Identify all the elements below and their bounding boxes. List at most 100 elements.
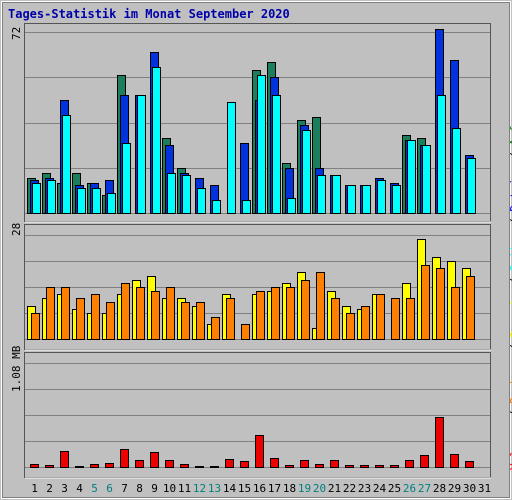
day-label-14: 14 (222, 482, 237, 495)
day-label-1: 1 (31, 482, 38, 495)
middle-bar-rechner-day-2 (46, 287, 55, 340)
day-label-9: 9 (151, 482, 158, 495)
middle-bar-rechner-day-9 (151, 291, 160, 340)
day-label-2: 2 (46, 482, 53, 495)
middle-bar-rechner-day-8 (136, 287, 145, 340)
bottom-bar-volumen-day-16 (255, 435, 264, 468)
bottom-bar-volumen-day-13 (210, 466, 219, 468)
day-label-5: 5 (91, 482, 98, 495)
vertical-legend: Volumen / Rechner / Besuche / Seiten / D… (508, 92, 512, 470)
chart-title: Tages-Statistik im Monat September 2020 (8, 7, 290, 21)
middle-bar-rechner-day-15 (241, 324, 250, 340)
top-bar-seiten-day-29 (452, 128, 461, 214)
bottom-bar-volumen-day-26 (405, 460, 414, 468)
middle-panel-ymax-label: 28 (10, 222, 23, 236)
middle-bar-rechner-day-10 (166, 287, 175, 340)
top-panel-ymax-label: 72 (10, 26, 23, 40)
day-label-31: 31 (477, 482, 492, 495)
day-label-29: 29 (447, 482, 462, 495)
bottom-bar-volumen-day-25 (390, 465, 399, 468)
day-label-28: 28 (432, 482, 447, 495)
middle-bar-rechner-day-21 (331, 298, 340, 340)
day-label-6: 6 (106, 482, 113, 495)
bottom-bar-volumen-day-20 (315, 464, 324, 468)
top-bar-seiten-day-16 (257, 75, 266, 214)
legend-separator: / (508, 404, 512, 424)
bottom-bar-volumen-day-7 (120, 449, 129, 468)
top-bar-seiten-day-1 (32, 183, 41, 214)
bottom-bar-volumen-day-18 (285, 465, 294, 468)
middle-bar-rechner-day-5 (91, 294, 100, 340)
top-bar-seiten-day-13 (212, 200, 221, 214)
day-label-27: 27 (417, 482, 432, 495)
bottom-bar-volumen-day-24 (375, 465, 384, 468)
top-bar-seiten-day-4 (77, 188, 86, 214)
legend-entry-volumen: Volumen (508, 423, 512, 470)
top-bar-seiten-day-3 (62, 115, 71, 214)
day-label-8: 8 (136, 482, 143, 495)
middle-bar-rechner-day-13 (211, 317, 220, 340)
bottom-bar-volumen-day-22 (345, 465, 354, 468)
bottom-bar-volumen-day-11 (180, 464, 189, 468)
bottom-bar-volumen-day-5 (90, 464, 99, 468)
bottom-bar-volumen-day-19 (300, 460, 309, 468)
middle-bar-rechner-day-11 (181, 302, 190, 340)
bottom-bar-volumen-day-9 (150, 452, 159, 468)
middle-bar-rechner-day-4 (76, 298, 85, 340)
middle-bar-rechner-day-18 (286, 287, 295, 340)
middle-bar-rechner-day-26 (406, 298, 415, 340)
middle-bar-rechner-day-17 (271, 287, 280, 340)
day-label-21: 21 (327, 482, 342, 495)
top-bar-seiten-day-14 (227, 102, 236, 214)
middle-bar-rechner-day-25 (391, 298, 400, 340)
top-bar-seiten-day-18 (287, 198, 296, 214)
middle-bar-rechner-day-27 (421, 265, 430, 340)
top-bar-seiten-day-30 (467, 158, 476, 214)
day-label-15: 15 (237, 482, 252, 495)
day-label-17: 17 (267, 482, 282, 495)
day-label-11: 11 (177, 482, 192, 495)
top-bar-seiten-day-5 (92, 188, 101, 214)
top-bar-seiten-day-28 (437, 95, 446, 214)
day-label-18: 18 (282, 482, 297, 495)
day-label-22: 22 (342, 482, 357, 495)
legend-entry-dateien: Dateien (508, 165, 512, 212)
bottom-bar-volumen-day-14 (225, 459, 234, 468)
middle-bar-rechner-day-24 (376, 294, 385, 340)
middle-bar-rechner-day-1 (31, 313, 40, 340)
day-label-16: 16 (252, 482, 267, 495)
legend-entry-seiten: Seiten (508, 231, 512, 272)
top-bar-seiten-day-12 (197, 188, 206, 214)
day-label-3: 3 (61, 482, 68, 495)
top-bar-seiten-day-25 (392, 185, 401, 214)
middle-bar-rechner-day-3 (61, 287, 70, 340)
bottom-bar-volumen-day-21 (330, 460, 339, 468)
middle-bar-rechner-day-30 (466, 276, 475, 340)
day-label-24: 24 (372, 482, 387, 495)
day-label-30: 30 (462, 482, 477, 495)
top-bar-seiten-day-2 (47, 180, 56, 214)
top-bar-seiten-day-7 (122, 143, 131, 214)
bottom-bar-volumen-day-6 (105, 463, 114, 468)
middle-bar-rechner-day-19 (301, 280, 310, 340)
top-bar-seiten-day-26 (407, 140, 416, 214)
middle-bar-rechner-day-23 (361, 306, 370, 340)
x-axis-day-labels: 1 2 3 4 5 6 7 8 9 10 11 12 13 14 15 16 17 18 19 20 21 22 23 24 2… (0, 482, 512, 496)
middle-bar-rechner-day-28 (436, 268, 445, 340)
legend-entry-besuche: Besuche (508, 291, 512, 338)
bottom-bar-volumen-day-29 (450, 454, 459, 468)
day-label-4: 4 (76, 482, 83, 495)
bottom-bar-volumen-day-4 (75, 466, 84, 468)
day-label-20: 20 (312, 482, 327, 495)
top-bar-seiten-day-9 (152, 67, 161, 214)
legend-entry-anfragen: Anfragen (508, 92, 512, 146)
day-label-19: 19 (297, 482, 312, 495)
legend-entry-rechner: Rechner (508, 357, 512, 404)
bottom-bar-volumen-day-27 (420, 455, 429, 468)
bottom-bar-volumen-day-8 (135, 460, 144, 468)
top-bar-seiten-day-20 (317, 175, 326, 214)
middle-bar-rechner-day-16 (256, 291, 265, 340)
